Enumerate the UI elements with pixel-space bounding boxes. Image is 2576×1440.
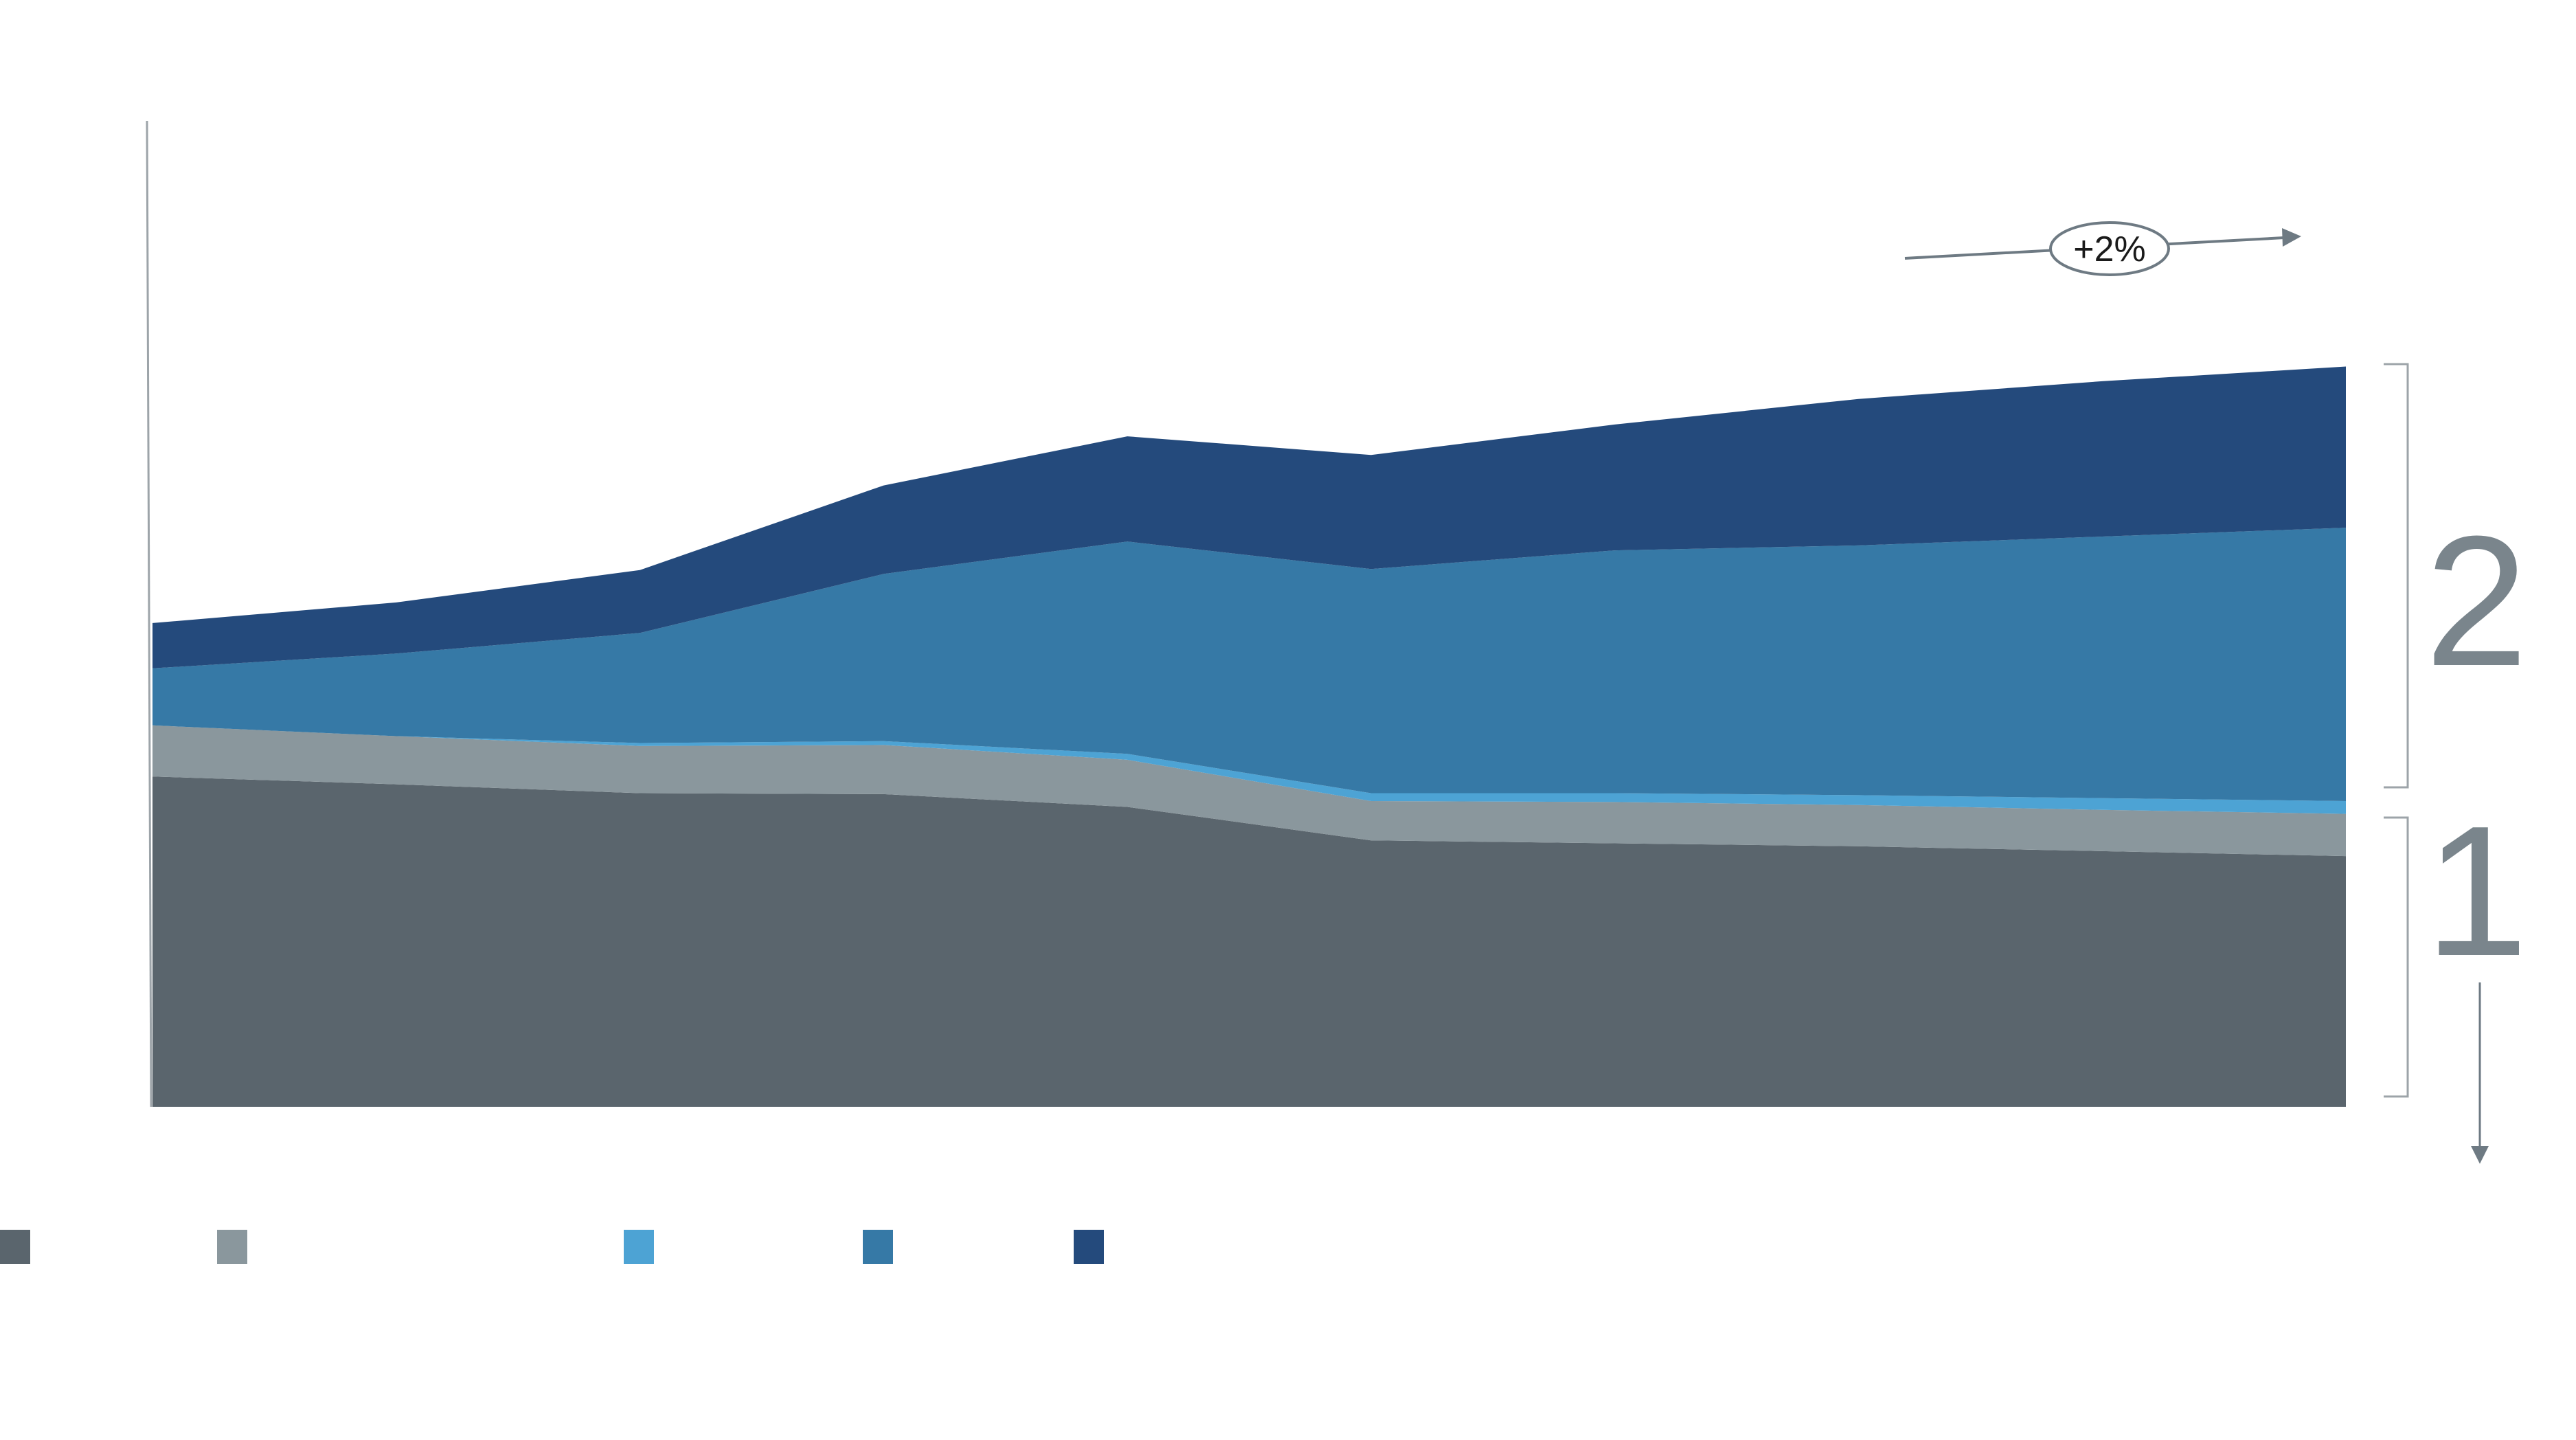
- area-series-1: [152, 776, 2346, 1107]
- down-arrow-head: [2471, 1146, 2489, 1164]
- area-series-4: [152, 528, 2346, 801]
- growth-arrow-head: [2282, 228, 2301, 247]
- growth-bubble: [2049, 221, 2170, 276]
- area-series-5: [152, 366, 2346, 668]
- y-axis: [146, 120, 152, 1107]
- area-series-2: [152, 725, 2346, 857]
- area-series-3: [152, 725, 2346, 814]
- growth-label: +2%: [2073, 229, 2146, 269]
- legend-swatch-1: [0, 1230, 30, 1264]
- legend: [0, 1230, 1104, 1264]
- down-arrow: [2471, 982, 2489, 1164]
- bracket-segment-2: [2384, 363, 2409, 789]
- segment-label-2: 2: [2425, 498, 2528, 705]
- legend-swatch-4: [863, 1230, 893, 1264]
- segment-label-1: 1: [2425, 788, 2528, 995]
- legend-swatch-5: [1074, 1230, 1104, 1264]
- legend-swatch-3: [624, 1230, 654, 1264]
- legend-swatch-2: [217, 1230, 247, 1264]
- bracket-line: [2384, 816, 2409, 1098]
- bracket-line: [2384, 363, 2409, 789]
- areas-group: [152, 366, 2346, 1107]
- bracket-segment-1: [2384, 816, 2409, 1098]
